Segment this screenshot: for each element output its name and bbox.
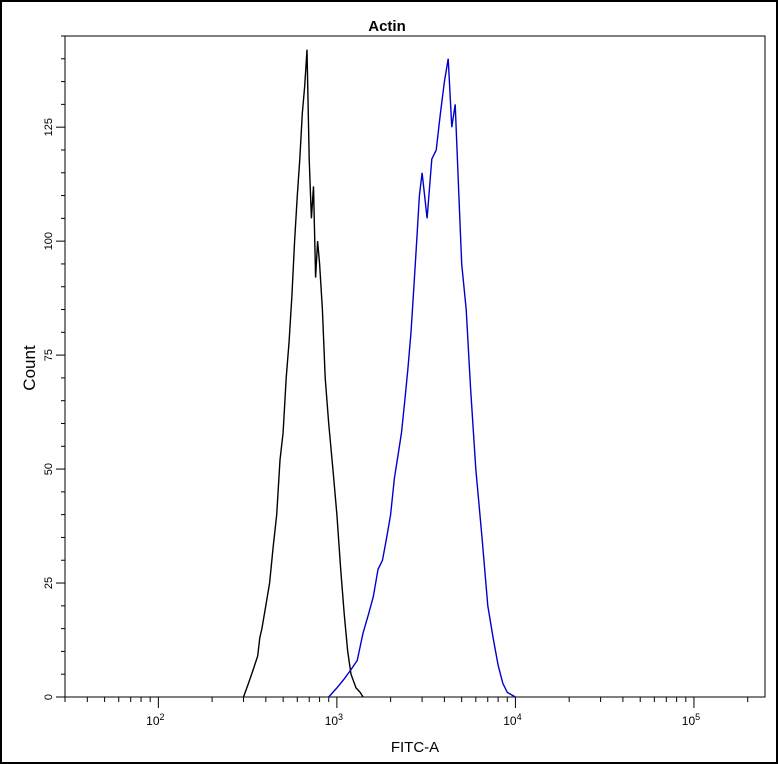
x-tick-base: 10 [503,714,517,728]
y-tick-label: 100 [43,232,55,250]
x-tick-label: 105 [682,712,700,728]
x-tick-label: 103 [325,712,343,728]
x-tick-base: 10 [325,714,339,728]
y-axis-label: Count [20,345,39,391]
y-tick-label: 125 [43,118,55,136]
y-axis: 0 25 50 75 100 125 [43,35,65,700]
y-tick-label: 25 [43,577,55,589]
y-tick-label: 75 [43,349,55,361]
x-tick-label: 104 [503,712,521,728]
series-line [328,58,516,698]
x-tick-exponent: 2 [160,712,165,722]
series-layer [242,49,516,698]
x-axis-label: FITC-A [391,739,439,756]
y-tick-label: 50 [43,463,55,475]
plot-area [64,35,766,698]
x-axis: 102 103 104 105 [64,697,749,728]
x-tick-base: 10 [682,714,696,728]
x-tick-base: 10 [146,714,160,728]
x-tick-exponent: 4 [517,712,522,722]
series-line [242,49,364,698]
x-tick-label: 102 [146,712,164,728]
chart-title: Actin [368,18,406,35]
x-tick-exponent: 3 [338,712,343,722]
x-tick-exponent: 5 [695,712,700,722]
y-tick-label: 0 [43,694,55,700]
